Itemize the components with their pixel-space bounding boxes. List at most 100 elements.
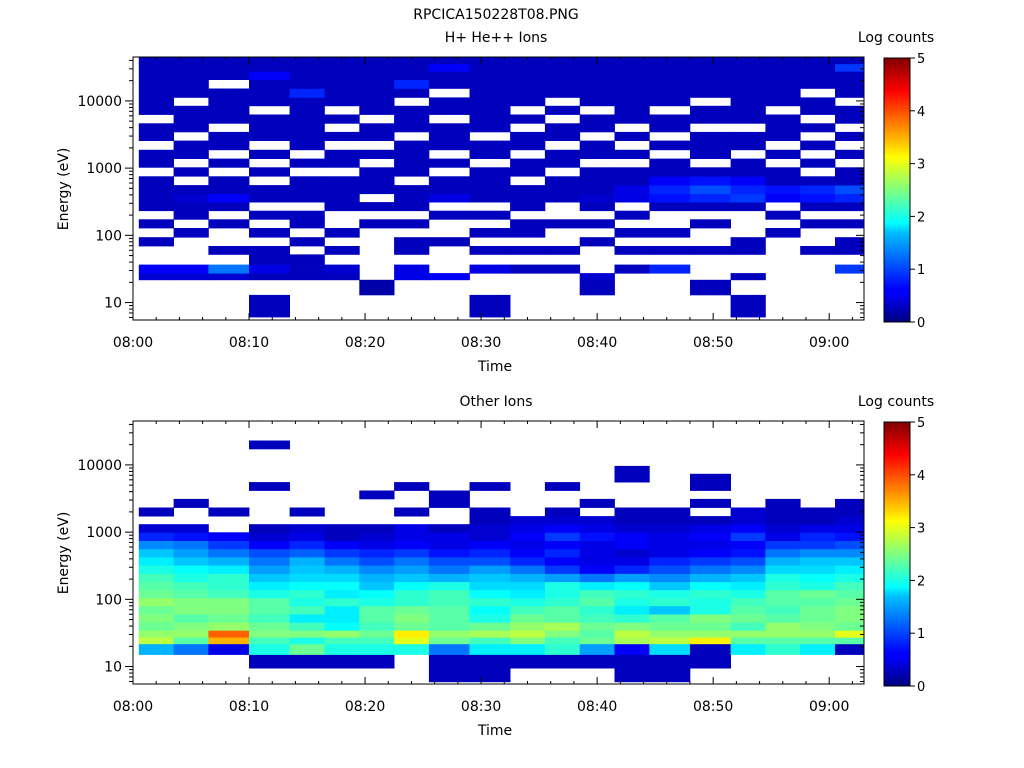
- heatmap-cell: [469, 105, 511, 115]
- heatmap-cell: [428, 273, 470, 281]
- heatmap-cell: [469, 614, 511, 623]
- heatmap-cell: [289, 185, 325, 195]
- heatmap-cell: [649, 565, 691, 574]
- heatmap-cell: [324, 97, 360, 107]
- heatmap-cell: [730, 237, 766, 247]
- heatmap-cell: [324, 597, 360, 607]
- heatmap-cell: [208, 63, 250, 72]
- heatmap-cell: [690, 654, 731, 669]
- heatmap-cell: [469, 548, 511, 558]
- heatmap-cell: [428, 71, 470, 80]
- heatmap-cell: [835, 79, 865, 89]
- heatmap-cell: [173, 114, 209, 124]
- heatmap-cell: [359, 123, 395, 133]
- heatmap-cell: [249, 97, 290, 107]
- heatmap-cell: [173, 273, 209, 281]
- heatmap-cell: [835, 193, 865, 203]
- heatmap-cell: [173, 88, 209, 98]
- heatmap-cell: [510, 540, 546, 550]
- colorbar-tick-label: 1: [917, 263, 925, 278]
- heatmap-cell: [249, 440, 290, 450]
- heatmap-cell: [614, 473, 650, 483]
- heatmap-cell: [649, 167, 691, 177]
- heatmap-cell: [765, 557, 801, 566]
- heatmap-cell: [835, 643, 865, 655]
- heatmap-cell: [249, 167, 290, 177]
- heatmap-cell: [835, 176, 865, 186]
- heatmap-cell: [173, 57, 209, 65]
- heatmap-cell: [324, 532, 360, 541]
- heatmap-cell: [649, 605, 691, 615]
- colorbar-tick-label: 4: [917, 469, 925, 484]
- heatmap-cell: [614, 507, 650, 517]
- heatmap-cell: [510, 597, 546, 607]
- heatmap-cell: [544, 573, 581, 583]
- heatmap-cell: [249, 540, 290, 550]
- colorbar: [884, 422, 910, 686]
- heatmap-cell: [138, 507, 174, 517]
- heatmap-cell: [765, 114, 801, 124]
- heatmap-cell: [579, 219, 615, 229]
- heatmap-cell: [394, 105, 430, 115]
- y-axis: 10 100 1000 10000: [77, 423, 864, 682]
- heatmap-cell: [359, 589, 395, 599]
- heatmap-cell: [544, 597, 581, 607]
- heatmap-cell: [173, 630, 209, 638]
- heatmap-cell: [510, 219, 546, 229]
- heatmap-cell: [690, 622, 731, 631]
- heatmap-cell: [649, 71, 691, 80]
- heatmap-cell: [800, 540, 836, 550]
- heatmap-cell: [359, 176, 395, 186]
- colorbar-frame: [883, 57, 911, 323]
- heatmap-cell: [579, 532, 615, 541]
- heatmap-cell: [469, 605, 511, 615]
- heatmap-cell: [690, 167, 731, 177]
- heatmap-cell: [510, 573, 546, 583]
- heatmap-cell: [544, 524, 581, 533]
- heatmap-cell: [765, 516, 801, 525]
- heatmap-cell: [649, 524, 691, 533]
- heatmap-cell: [510, 548, 546, 558]
- heatmap-cell: [208, 597, 250, 607]
- heatmap-cell: [510, 589, 546, 599]
- heatmap-cell: [469, 637, 511, 645]
- heatmap-cell: [138, 264, 174, 274]
- heatmap-cell: [649, 57, 691, 65]
- heatmap-cell: [544, 149, 581, 159]
- heatmap-cell: [324, 131, 360, 141]
- heatmap-cell: [835, 63, 865, 72]
- heatmap-cell: [428, 524, 470, 533]
- heatmap-cell: [800, 202, 836, 212]
- heatmap-cell: [138, 614, 174, 623]
- heatmap-cell: [765, 643, 801, 655]
- heatmap-cell: [289, 176, 325, 186]
- heatmap-cell: [394, 114, 430, 124]
- heatmap-cell: [394, 630, 430, 638]
- heatmap-cell: [690, 532, 731, 541]
- heatmap-cell: [614, 176, 650, 186]
- heatmap-cell: [359, 167, 395, 177]
- heatmap-cell: [359, 219, 395, 229]
- heatmap-cell: [249, 614, 290, 623]
- heatmap-cell: [469, 573, 511, 583]
- heatmap-cell: [510, 630, 546, 638]
- heatmap-cell: [800, 57, 836, 65]
- heatmap-cell: [579, 237, 615, 247]
- y-tick-label: 10000: [77, 458, 122, 474]
- heatmap-cell: [835, 516, 865, 525]
- heatmap-cell: [394, 589, 430, 599]
- heatmap-cell: [359, 490, 395, 500]
- heatmap-cell: [324, 548, 360, 558]
- heatmap-cell: [579, 605, 615, 615]
- heatmap-cell: [394, 643, 430, 655]
- x-tick-label: 09:00: [809, 335, 849, 351]
- heatmap-cell: [469, 630, 511, 638]
- heatmap-cell: [173, 565, 209, 574]
- heatmap-cell: [765, 605, 801, 615]
- heatmap-cell: [428, 565, 470, 574]
- heatmap-cell: [730, 637, 766, 645]
- heatmap-cell: [579, 185, 615, 195]
- heatmap-cell: [469, 482, 511, 491]
- heatmap-cell: [544, 185, 581, 195]
